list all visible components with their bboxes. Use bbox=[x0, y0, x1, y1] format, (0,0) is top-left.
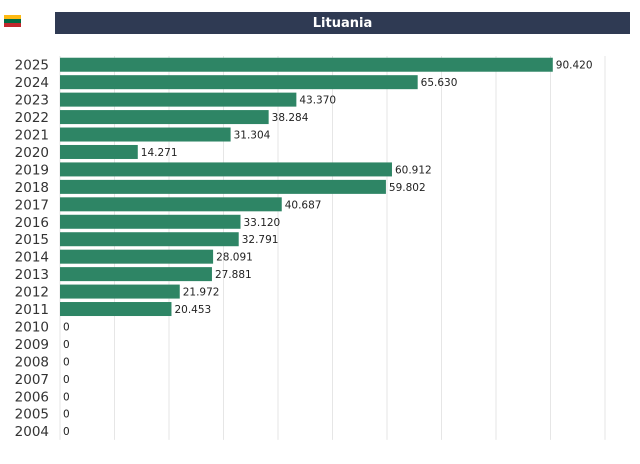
year-label-2009: 2009 bbox=[15, 337, 49, 353]
value-label-2010: 0 bbox=[63, 321, 70, 333]
year-label-2015: 2015 bbox=[15, 232, 49, 248]
value-label-2021: 31.304 bbox=[234, 130, 271, 142]
value-label-2013: 27.881 bbox=[215, 269, 252, 281]
year-label-2006: 2006 bbox=[15, 389, 49, 405]
year-label-2013: 2013 bbox=[15, 267, 49, 283]
flag-stripe-red bbox=[4, 23, 21, 27]
year-label-2010: 2010 bbox=[15, 319, 49, 335]
value-label-2025: 90.420 bbox=[556, 60, 593, 72]
bar-2014 bbox=[60, 249, 214, 264]
bar-2013 bbox=[60, 267, 212, 282]
bar-2021 bbox=[60, 127, 231, 142]
bar-2024 bbox=[60, 75, 418, 90]
bar-2018 bbox=[60, 179, 386, 194]
value-label-2016: 33.120 bbox=[244, 217, 281, 229]
value-label-2005: 0 bbox=[63, 409, 70, 421]
value-label-2007: 0 bbox=[63, 374, 70, 386]
flag-stripe-green bbox=[4, 19, 21, 23]
value-label-2014: 28.091 bbox=[216, 252, 253, 264]
bar-2023 bbox=[60, 92, 297, 107]
value-label-2009: 0 bbox=[63, 339, 70, 351]
flag-stripe-yellow bbox=[4, 15, 21, 19]
year-label-2022: 2022 bbox=[15, 110, 49, 126]
value-label-2008: 0 bbox=[63, 356, 70, 368]
bar-2020 bbox=[60, 144, 138, 159]
value-label-2024: 65.630 bbox=[421, 77, 458, 89]
year-label-2016: 2016 bbox=[15, 215, 49, 231]
value-label-2015: 32.791 bbox=[242, 234, 279, 246]
value-label-2017: 40.687 bbox=[285, 199, 322, 211]
year-label-2020: 2020 bbox=[15, 145, 49, 161]
year-label-2008: 2008 bbox=[15, 354, 49, 370]
bar-2012 bbox=[60, 284, 180, 299]
value-label-2023: 43.370 bbox=[299, 95, 336, 107]
value-label-2004: 0 bbox=[63, 426, 70, 438]
value-label-2012: 21.972 bbox=[183, 287, 220, 299]
lithuania-flag-icon bbox=[4, 15, 21, 27]
year-label-2019: 2019 bbox=[15, 162, 49, 178]
bar-2025 bbox=[60, 57, 553, 72]
year-label-2024: 2024 bbox=[15, 75, 49, 91]
year-label-2017: 2017 bbox=[15, 197, 49, 213]
year-label-2023: 2023 bbox=[15, 93, 49, 109]
year-label-2011: 2011 bbox=[15, 302, 49, 318]
year-label-2012: 2012 bbox=[15, 285, 49, 301]
value-label-2020: 14.271 bbox=[141, 147, 178, 159]
bar-2015 bbox=[60, 232, 239, 247]
year-label-2025: 2025 bbox=[15, 58, 49, 74]
bar-2016 bbox=[60, 214, 241, 229]
bar-2019 bbox=[60, 162, 392, 177]
value-label-2018: 59.802 bbox=[389, 182, 426, 194]
value-label-2006: 0 bbox=[63, 391, 70, 403]
year-label-2004: 2004 bbox=[15, 424, 49, 440]
year-label-2007: 2007 bbox=[15, 372, 49, 388]
value-label-2022: 38.284 bbox=[272, 112, 309, 124]
chart-title-bar: Lituania bbox=[55, 12, 630, 34]
year-label-2005: 2005 bbox=[15, 407, 49, 423]
bar-2017 bbox=[60, 197, 282, 212]
year-label-2014: 2014 bbox=[15, 250, 49, 266]
value-label-2019: 60.912 bbox=[395, 164, 432, 176]
year-label-2018: 2018 bbox=[15, 180, 49, 196]
chart-title: Lituania bbox=[312, 15, 373, 31]
bar-2022 bbox=[60, 110, 269, 125]
bar-2011 bbox=[60, 302, 172, 317]
year-label-2021: 2021 bbox=[15, 128, 49, 144]
value-label-2011: 20.453 bbox=[174, 304, 211, 316]
